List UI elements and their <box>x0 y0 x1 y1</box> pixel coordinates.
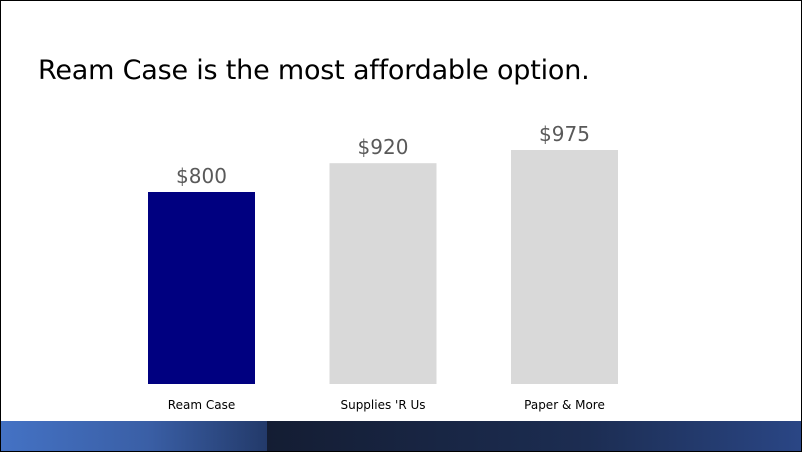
category-labels-layer: Ream Case Supplies 'R Us Paper & More <box>168 398 605 412</box>
slide-title: Ream Case is the most affordable option. <box>38 55 590 86</box>
value-labels-layer: $800 $920 $975 <box>176 122 590 188</box>
bar-1 <box>329 163 437 384</box>
category-label-1: Supplies 'R Us <box>340 398 425 412</box>
footer-band <box>1 421 801 451</box>
bars-layer <box>148 150 618 384</box>
bar-value-label-1: $920 <box>358 135 409 159</box>
bar-value-label-0: $800 <box>176 164 227 188</box>
footer-band-left <box>1 421 267 451</box>
category-label-0: Ream Case <box>168 398 235 412</box>
category-label-2: Paper & More <box>524 398 605 412</box>
bar-value-label-2: $975 <box>539 122 590 146</box>
bar-2 <box>511 150 618 384</box>
footer-band-right <box>267 421 801 451</box>
bar-0 <box>148 192 255 384</box>
